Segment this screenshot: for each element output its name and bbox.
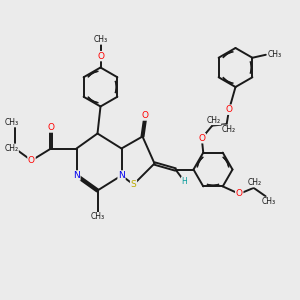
Text: O: O xyxy=(236,189,243,198)
Text: CH₂: CH₂ xyxy=(248,178,262,187)
Text: CH₃: CH₃ xyxy=(4,118,19,127)
Text: H: H xyxy=(182,177,188,186)
Text: O: O xyxy=(97,52,104,61)
Text: O: O xyxy=(28,156,35,165)
Text: N: N xyxy=(118,171,125,180)
Text: N: N xyxy=(73,171,80,180)
Text: CH₃: CH₃ xyxy=(267,50,281,59)
Text: CH₂: CH₂ xyxy=(222,125,236,134)
Text: CH₃: CH₃ xyxy=(262,197,276,206)
Text: O: O xyxy=(47,123,55,132)
Text: O: O xyxy=(142,111,149,120)
Text: O: O xyxy=(226,105,232,114)
Text: S: S xyxy=(130,180,136,189)
Text: CH₂: CH₂ xyxy=(4,144,19,153)
Text: O: O xyxy=(198,134,205,143)
Text: CH₂: CH₂ xyxy=(207,116,221,125)
Text: CH₃: CH₃ xyxy=(93,35,108,44)
Text: CH₃: CH₃ xyxy=(90,212,105,221)
